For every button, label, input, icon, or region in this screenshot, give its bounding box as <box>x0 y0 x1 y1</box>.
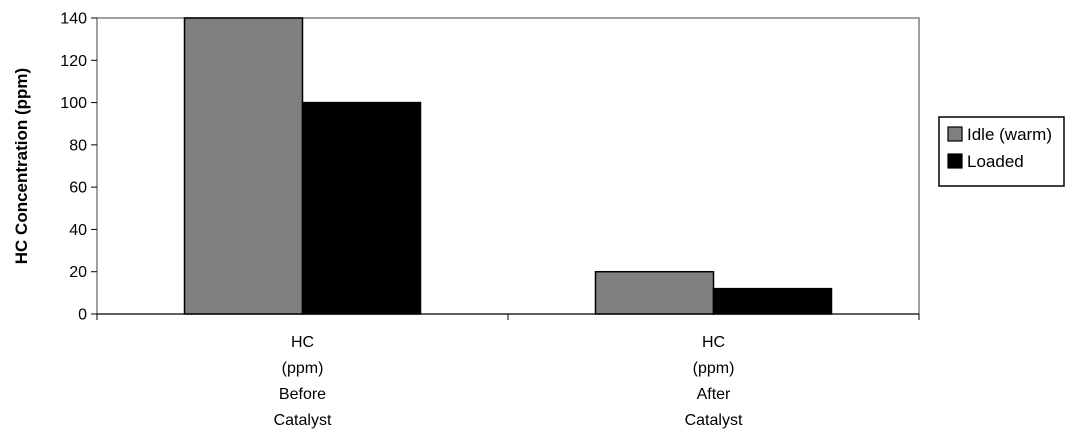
legend-label: Idle (warm) <box>967 125 1052 144</box>
y-tick-label: 40 <box>69 222 87 239</box>
legend: Idle (warm) Loaded <box>938 116 1065 187</box>
x-category-label: HC (ppm) Before Catalyst <box>274 334 332 429</box>
bar-series <box>183 17 833 315</box>
bar <box>301 101 422 315</box>
y-tick-label: 80 <box>69 137 87 154</box>
x-category-label: HC (ppm) After Catalyst <box>685 334 743 429</box>
y-tick-label: 100 <box>60 95 87 112</box>
x-axis: HC (ppm) Before Catalyst HC (ppm) After Catalys… <box>96 313 920 429</box>
bar <box>712 287 833 315</box>
bar <box>183 17 304 315</box>
y-tick-label: 120 <box>60 53 87 70</box>
y-axis: 0 20 40 60 80 100 120 140 <box>60 11 97 324</box>
legend-label: Loaded <box>967 152 1024 171</box>
y-tick-label: 60 <box>69 180 87 197</box>
legend-swatch <box>947 153 963 169</box>
legend-swatch <box>947 126 963 142</box>
y-tick-label: 0 <box>78 307 87 324</box>
y-axis-title: HC Concentration (ppm) <box>12 68 31 264</box>
y-tick-label: 20 <box>69 264 87 281</box>
y-tick-label: 140 <box>60 11 87 28</box>
bar <box>594 270 715 315</box>
